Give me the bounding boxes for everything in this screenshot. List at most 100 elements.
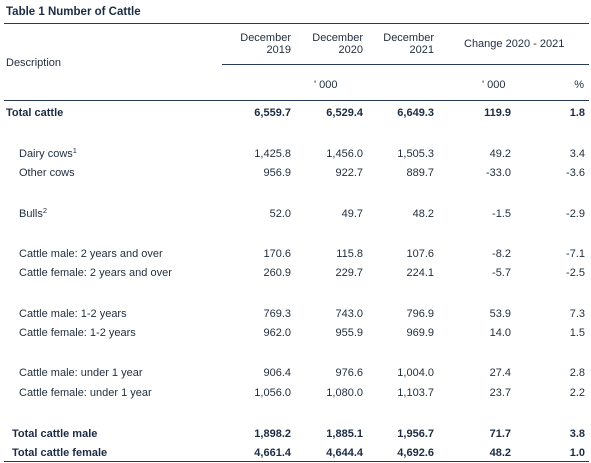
cell-v2020: 229.7	[335, 267, 363, 279]
cell-v2021: 4,692.6	[397, 447, 434, 459]
header-subrule	[222, 64, 589, 65]
cell-pct: 1.8	[569, 107, 585, 119]
cell-change: 23.7	[489, 387, 511, 399]
cell-v2021: 796.9	[406, 308, 434, 320]
row-label-text: Bulls	[19, 208, 43, 220]
cell-pct: 3.4	[569, 148, 585, 160]
col-header-2019-line2: 2019	[266, 44, 291, 56]
col-header-2021: December 2021	[383, 32, 434, 56]
cell-v2021: 48.2	[412, 208, 434, 220]
cell-v2020: 1,080.0	[326, 387, 363, 399]
col-header-2019: December 2019	[240, 32, 291, 56]
cell-change: -1.5	[492, 208, 511, 220]
cell-v2020: 922.7	[335, 167, 363, 179]
unit-pct: %	[574, 79, 584, 91]
row-label: Total cattle female	[12, 447, 107, 459]
cell-pct: 1.5	[569, 327, 585, 339]
header-bottom-rule	[4, 100, 589, 101]
col-header-2020-line2: 2020	[338, 44, 363, 56]
col-header-2019-line1: December	[240, 32, 291, 44]
row-label: Cattle female: 1-2 years	[19, 327, 136, 339]
cell-v2020: 6,529.4	[326, 107, 363, 119]
cell-v2019: 769.3	[263, 308, 291, 320]
row-label: Total cattle	[6, 107, 63, 119]
cell-v2021: 1,956.7	[397, 428, 434, 440]
cell-v2020: 976.6	[335, 367, 363, 379]
cell-change: -8.2	[492, 248, 511, 260]
row-label: Bulls2	[19, 206, 48, 220]
cell-v2019: 6,559.7	[254, 107, 291, 119]
cell-v2020: 49.7	[341, 208, 363, 220]
row-label: Cattle female: under 1 year	[19, 387, 152, 399]
row-label: Cattle male: 1-2 years	[19, 308, 127, 320]
description-header: Description	[6, 57, 62, 69]
cell-change: 119.9	[484, 107, 511, 119]
bottom-rule	[4, 461, 589, 462]
row-label-text: Total cattle	[6, 107, 64, 119]
cell-v2019: 1,425.8	[254, 148, 291, 160]
cell-pct: 1.0	[569, 447, 585, 459]
row-label: Cattle male: 2 years and over	[19, 248, 163, 260]
cell-change: -33.0	[485, 167, 511, 179]
table-title: Table 1 Number of Cattle	[6, 6, 141, 18]
cell-v2019: 1,056.0	[254, 387, 291, 399]
row-label: Cattle male: under 1 year	[19, 367, 143, 379]
cell-v2020: 115.8	[336, 248, 363, 260]
unit-levels: ' 000	[314, 79, 338, 91]
row-label-text: Total cattle female	[12, 447, 108, 459]
footnote-marker: 2	[42, 206, 48, 215]
cell-change: 48.2	[489, 447, 511, 459]
cell-pct: -3.6	[566, 167, 585, 179]
row-label-text: Cattle female: 2 years and over	[19, 267, 172, 279]
cell-v2020: 4,644.4	[326, 447, 363, 459]
cell-v2019: 962.0	[263, 327, 291, 339]
cell-v2020: 1,456.0	[326, 148, 363, 160]
cell-pct: 7.3	[569, 308, 585, 320]
cell-change: 71.7	[489, 428, 511, 440]
change-header: Change 2020 - 2021	[464, 38, 565, 50]
cell-v2021: 969.9	[406, 327, 434, 339]
cell-pct: -7.1	[566, 248, 585, 260]
cell-v2019: 906.4	[263, 367, 291, 379]
cell-v2019: 52.0	[269, 208, 291, 220]
cell-change: 14.0	[489, 327, 511, 339]
cell-v2019: 170.6	[263, 248, 291, 260]
cell-v2019: 4,661.4	[254, 447, 291, 459]
cell-v2021: 1,004.0	[397, 367, 434, 379]
cell-change: 53.9	[489, 308, 511, 320]
cell-pct: -2.9	[566, 208, 585, 220]
col-header-2021-line1: December	[383, 32, 434, 44]
cell-pct: 3.8	[569, 428, 585, 440]
col-header-2020-line1: December	[312, 32, 363, 44]
col-header-2021-line2: 2021	[409, 44, 434, 56]
row-label-text: Cattle male: 1-2 years	[19, 308, 127, 320]
cell-v2021: 1,103.7	[397, 387, 434, 399]
row-label-text: Cattle female: under 1 year	[19, 387, 152, 399]
cell-v2020: 743.0	[335, 308, 363, 320]
cell-v2021: 6,649.3	[397, 107, 434, 119]
cell-v2019: 1,898.2	[254, 428, 291, 440]
cell-v2019: 260.9	[263, 267, 291, 279]
row-label-text: Cattle male: under 1 year	[19, 367, 143, 379]
row-label-text: Other cows	[19, 167, 75, 179]
cell-v2019: 956.9	[263, 167, 291, 179]
cell-pct: -2.5	[566, 267, 585, 279]
cell-v2021: 107.6	[406, 248, 434, 260]
row-label: Other cows	[19, 167, 75, 179]
cell-change: 49.2	[489, 148, 511, 160]
row-label-text: Cattle male: 2 years and over	[19, 248, 163, 260]
cell-change: 27.4	[489, 367, 511, 379]
top-rule	[4, 23, 589, 24]
col-header-2020: December 2020	[312, 32, 363, 56]
cell-v2020: 1,885.1	[326, 428, 363, 440]
cell-change: -5.7	[492, 267, 511, 279]
cell-v2021: 889.7	[406, 167, 434, 179]
cell-v2020: 955.9	[335, 327, 363, 339]
unit-change: ' 000	[482, 79, 506, 91]
cell-v2021: 224.1	[406, 267, 434, 279]
row-label-text: Cattle female: 1-2 years	[19, 327, 136, 339]
row-label-text: Total cattle male	[12, 428, 98, 440]
footnote-marker: 1	[72, 146, 77, 155]
cell-pct: 2.8	[569, 367, 585, 379]
row-label: Dairy cows1	[19, 146, 77, 160]
